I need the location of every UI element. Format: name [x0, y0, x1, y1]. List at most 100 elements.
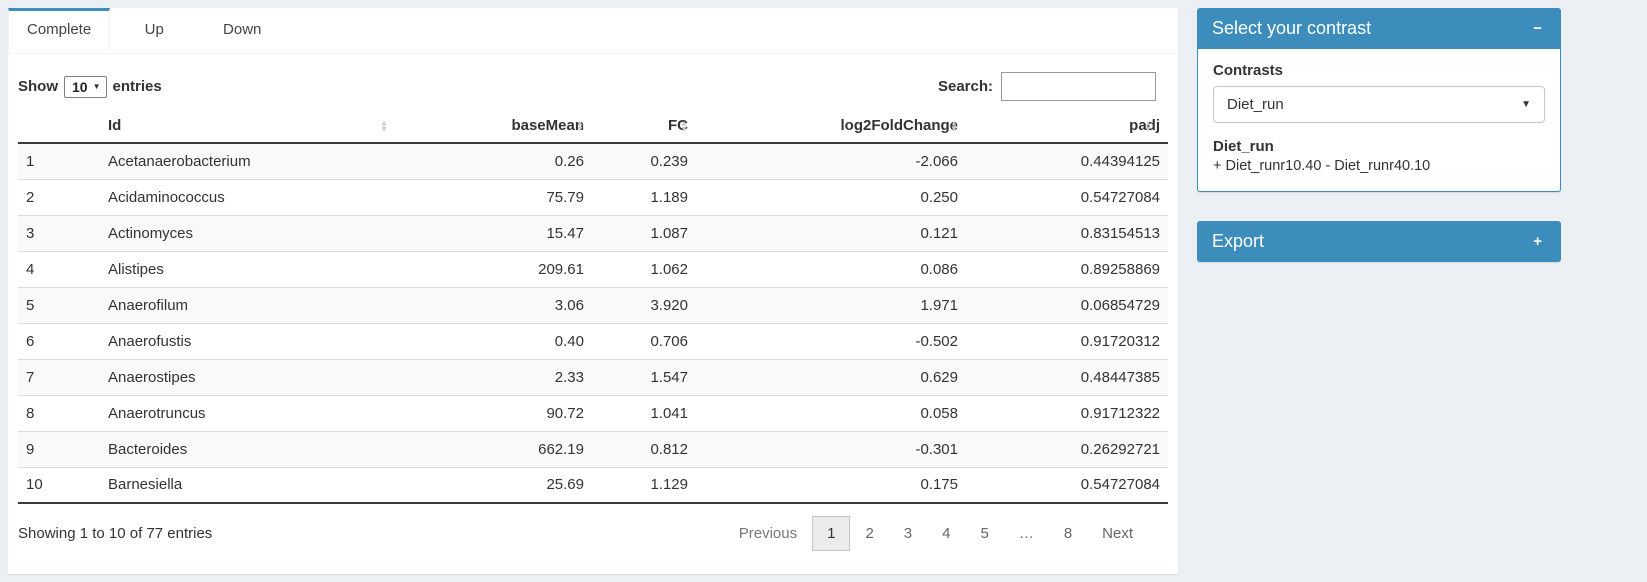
- pagination: Previous 1 2 3 4 5 … 8 Next: [724, 516, 1148, 551]
- sort-up-icon: ▲: [380, 118, 388, 128]
- cell-FC: 0.239: [592, 143, 696, 180]
- row-number-cell: 7: [18, 359, 100, 396]
- cell-log2FoldChange: 1.971: [696, 287, 966, 324]
- cell-baseMean: 75.79: [396, 179, 592, 216]
- cell-log2FoldChange: -0.502: [696, 323, 966, 360]
- cell-baseMean: 0.40: [396, 323, 592, 360]
- search-input[interactable]: [1001, 72, 1156, 101]
- collapse-minus-icon[interactable]: −: [1533, 20, 1542, 37]
- search-control: Search:: [938, 72, 1168, 101]
- export-box: Export +: [1197, 221, 1561, 262]
- pagination-page-2[interactable]: 2: [865, 525, 874, 542]
- column-header-baseMean[interactable]: baseMean ▲ ▼: [396, 111, 592, 144]
- export-box-header: Export +: [1197, 221, 1561, 262]
- expand-plus-icon[interactable]: +: [1533, 233, 1542, 250]
- pagination-page-4[interactable]: 4: [942, 525, 951, 542]
- cell-padj: 0.83154513: [966, 215, 1168, 252]
- tab-bar: Complete Up Down: [8, 8, 1178, 54]
- row-number-cell: 1: [18, 143, 100, 180]
- page-length-control: Show 10 ▼ entries: [18, 75, 162, 98]
- sort-down-icon: ▼: [680, 124, 688, 134]
- tab-down[interactable]: Down: [223, 21, 262, 38]
- cell-log2FoldChange: 0.175: [696, 467, 966, 504]
- sort-down-icon: ▼: [1144, 124, 1152, 134]
- cell-padj: 0.89258869: [966, 251, 1168, 288]
- cell-Id: Alistipes: [100, 251, 396, 288]
- sort-up-icon: ▲: [576, 118, 584, 128]
- column-header-Id[interactable]: Id ▲ ▼: [100, 111, 396, 144]
- column-header-FC[interactable]: FC ▲ ▼: [592, 111, 696, 144]
- cell-Id: Anaerofustis: [100, 323, 396, 360]
- sort-icon: ▲ ▼: [576, 118, 584, 134]
- cell-Id: Anaerofilum: [100, 287, 396, 324]
- table-body: 1 Acetanaerobacterium 0.26 0.239 -2.066 0.443…: [18, 143, 1168, 504]
- table-header-row: Id ▲ ▼ baseMean ▲ ▼ FC ▲ ▼ log2FoldChange ▲ ▼ padj ▲ ▼: [18, 111, 1168, 144]
- show-label: Show: [18, 78, 58, 95]
- table-footer: Showing 1 to 10 of 77 entries Previous 1 2…: [18, 504, 1168, 561]
- contrasts-dropdown-value: Diet_run: [1227, 96, 1284, 113]
- table-info: Showing 1 to 10 of 77 entries: [18, 525, 213, 542]
- cell-FC: 1.087: [592, 215, 696, 252]
- contrasts-dropdown[interactable]: Diet_run ▼: [1213, 86, 1545, 123]
- tab-up[interactable]: Up: [144, 21, 164, 38]
- cell-baseMean: 2.33: [396, 359, 592, 396]
- row-number-cell: 5: [18, 287, 100, 324]
- table-controls: Show 10 ▼ entries Search:: [18, 64, 1168, 111]
- pagination-page-5[interactable]: 5: [980, 525, 989, 542]
- tab-complete[interactable]: Complete: [8, 8, 111, 53]
- cell-padj: 0.48447385: [966, 359, 1168, 396]
- cell-baseMean: 15.47: [396, 215, 592, 252]
- cell-baseMean: 25.69: [396, 467, 592, 504]
- table-row: 7 Anaerostipes 2.33 1.547 0.629 0.48447385: [18, 359, 1168, 396]
- sidebar: Select your contrast − Contrasts Diet_ru…: [1197, 8, 1561, 574]
- cell-baseMean: 662.19: [396, 431, 592, 468]
- cell-padj: 0.06854729: [966, 287, 1168, 324]
- cell-padj: 0.91712322: [966, 395, 1168, 432]
- cell-log2FoldChange: -2.066: [696, 143, 966, 180]
- row-number-cell: 6: [18, 323, 100, 360]
- cell-padj: 0.44394125: [966, 143, 1168, 180]
- page-length-select[interactable]: 10 ▼: [64, 75, 107, 98]
- cell-log2FoldChange: 0.086: [696, 251, 966, 288]
- pagination-page-8[interactable]: 8: [1063, 525, 1073, 542]
- datatable-wrapper: Show 10 ▼ entries Search: Id ▲ ▼ bas: [8, 54, 1178, 561]
- sort-down-icon: ▼: [576, 124, 584, 134]
- pagination-page-3[interactable]: 3: [903, 525, 913, 542]
- cell-padj: 0.91720312: [966, 323, 1168, 360]
- pagination-ellipsis: …: [1018, 525, 1034, 542]
- pagination-page-1[interactable]: 1: [812, 516, 851, 551]
- row-number-cell: 10: [18, 467, 100, 504]
- contrast-name: Diet_run: [1213, 138, 1274, 155]
- cell-Id: Acidaminococcus: [100, 179, 396, 216]
- cell-padj: 0.26292721: [966, 431, 1168, 468]
- column-header-rownum: [18, 111, 100, 144]
- search-label: Search:: [937, 78, 993, 95]
- pagination-previous[interactable]: Previous: [738, 525, 798, 542]
- contrast-box-title: Select your contrast: [1212, 18, 1372, 38]
- sort-up-icon: ▲: [1144, 118, 1152, 128]
- sort-down-icon: ▼: [950, 124, 958, 134]
- row-number-cell: 4: [18, 251, 100, 288]
- sort-icon: ▲ ▼: [1144, 118, 1152, 134]
- table-row: 1 Acetanaerobacterium 0.26 0.239 -2.066 0.443…: [18, 143, 1168, 180]
- row-number-cell: 3: [18, 215, 100, 252]
- cell-FC: 1.547: [592, 359, 696, 396]
- cell-Id: Anaerostipes: [100, 359, 396, 396]
- table-row: 4 Alistipes 209.61 1.062 0.086 0.89258869: [18, 251, 1168, 288]
- cell-baseMean: 209.61: [396, 251, 592, 288]
- pagination-next[interactable]: Next: [1102, 525, 1133, 542]
- table-row: 8 Anaerotruncus 90.72 1.041 0.058 0.91712322: [18, 395, 1168, 432]
- cell-log2FoldChange: 0.121: [696, 215, 966, 252]
- row-number-cell: 2: [18, 179, 100, 216]
- cell-FC: 1.129: [592, 467, 696, 504]
- cell-log2FoldChange: -0.301: [696, 431, 966, 468]
- cell-FC: 0.706: [592, 323, 696, 360]
- cell-FC: 1.189: [592, 179, 696, 216]
- contrasts-label: Contrasts: [1213, 62, 1284, 79]
- export-box-title: Export: [1212, 231, 1265, 251]
- cell-Id: Bacteroides: [100, 431, 396, 468]
- results-card: Complete Up Down Show 10 ▼ entries Search:: [8, 8, 1178, 574]
- row-number-cell: 9: [18, 431, 100, 468]
- column-header-log2FoldChange[interactable]: log2FoldChange ▲ ▼: [696, 111, 966, 144]
- column-header-padj[interactable]: padj ▲ ▼: [966, 111, 1168, 144]
